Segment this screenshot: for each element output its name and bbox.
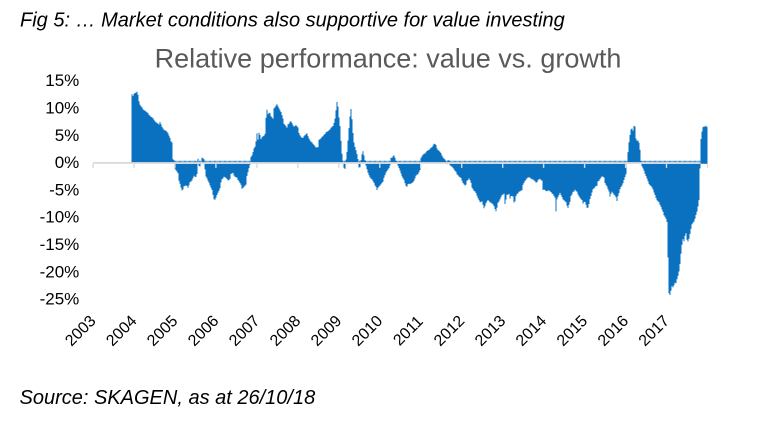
svg-text:10%: 10% xyxy=(45,99,79,118)
svg-text:-25%: -25% xyxy=(40,290,80,309)
svg-text:Relative performance: value vs: Relative performance: value vs. growth xyxy=(155,44,622,74)
svg-text:15%: 15% xyxy=(45,71,79,90)
svg-text:Fig 5: … Market conditions als: Fig 5: … Market conditions also supporti… xyxy=(20,10,565,32)
svg-text:-5%: -5% xyxy=(49,180,79,199)
svg-text:0%: 0% xyxy=(55,153,80,172)
svg-text:-15%: -15% xyxy=(40,235,80,254)
svg-text:-10%: -10% xyxy=(40,208,80,227)
svg-text:Source: SKAGEN, as at 26/10/18: Source: SKAGEN, as at 26/10/18 xyxy=(20,387,316,409)
svg-text:5%: 5% xyxy=(55,126,80,145)
svg-text:-20%: -20% xyxy=(40,262,80,281)
